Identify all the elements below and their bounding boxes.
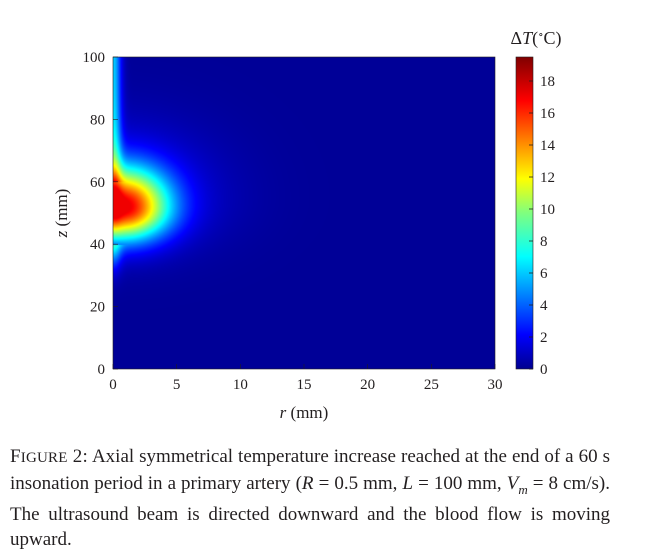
colorbar-tick-label: 10 xyxy=(540,202,555,218)
y-tick-label: 20 xyxy=(90,300,105,316)
x-tick-label: 15 xyxy=(297,377,312,393)
caption-label: FIGURE 2: xyxy=(10,446,88,467)
y-tick-label: 0 xyxy=(98,362,106,378)
colorbar-tick-label: 4 xyxy=(540,298,548,314)
y-axis-label: z (mm) xyxy=(52,189,71,239)
colorbar-tick-label: 2 xyxy=(540,330,548,346)
colorbar-title: ΔT(∘C) xyxy=(511,28,562,49)
x-tick-label: 25 xyxy=(424,377,439,393)
heatmap xyxy=(113,57,495,369)
heatmap-image xyxy=(113,57,495,369)
x-tick-label: 20 xyxy=(360,377,375,393)
y-tick-label: 100 xyxy=(83,50,106,66)
x-axis-label: r (mm) xyxy=(280,403,329,422)
y-tick-label: 40 xyxy=(90,237,105,253)
colorbar-tick-label: 18 xyxy=(540,74,555,90)
x-tick-label: 30 xyxy=(488,377,503,393)
x-tick-label: 5 xyxy=(173,377,181,393)
x-tick-label: 0 xyxy=(109,377,117,393)
y-tick-label: 80 xyxy=(90,112,105,128)
y-tick-label: 60 xyxy=(90,175,105,191)
colorbar-tick-label: 0 xyxy=(540,362,548,378)
y-axis: 0 20 40 60 80 100 xyxy=(83,50,118,378)
colorbar-tick-label: 12 xyxy=(540,170,555,186)
caption-text: Axial symmetrical temperature increase r… xyxy=(10,446,610,550)
colorbar-tick-label: 14 xyxy=(540,138,556,154)
colorbar-ticks: 0 2 4 6 8 10 12 14 16 18 xyxy=(529,74,556,378)
colorbar-gradient xyxy=(515,56,534,370)
figure-caption: FIGURE 2: Axial symmetrical temperature … xyxy=(10,444,610,552)
colorbar-tick-label: 6 xyxy=(540,266,548,282)
x-axis: 0 5 10 15 20 25 30 xyxy=(109,364,503,393)
colorbar: 0 2 4 6 8 10 12 14 16 18 ΔT(∘C) xyxy=(511,28,562,378)
colorbar-tick-label: 16 xyxy=(540,106,556,122)
x-tick-label: 10 xyxy=(233,377,248,393)
colorbar-tick-label: 8 xyxy=(540,234,548,250)
